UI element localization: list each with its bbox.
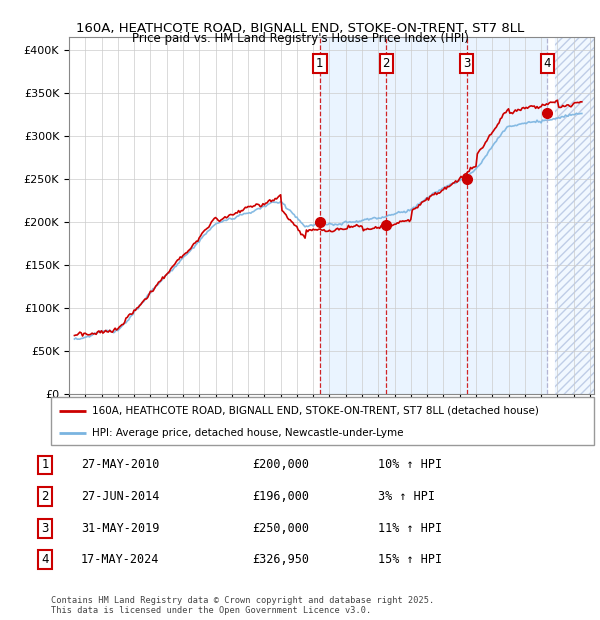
- Text: 3: 3: [463, 58, 470, 71]
- Text: HPI: Average price, detached house, Newcastle-under-Lyme: HPI: Average price, detached house, Newc…: [92, 428, 403, 438]
- Text: £196,000: £196,000: [252, 490, 309, 503]
- Bar: [554, 37, 594, 394]
- Text: 31-MAY-2019: 31-MAY-2019: [81, 522, 160, 534]
- Text: 160A, HEATHCOTE ROAD, BIGNALL END, STOKE-ON-TRENT, ST7 8LL (detached house): 160A, HEATHCOTE ROAD, BIGNALL END, STOKE…: [92, 405, 539, 416]
- Text: 3% ↑ HPI: 3% ↑ HPI: [378, 490, 435, 503]
- Bar: [554, 37, 594, 394]
- Text: 160A, HEATHCOTE ROAD, BIGNALL END, STOKE-ON-TRENT, ST7 8LL: 160A, HEATHCOTE ROAD, BIGNALL END, STOKE…: [76, 22, 524, 35]
- Text: £326,950: £326,950: [252, 554, 309, 566]
- Text: 1: 1: [41, 459, 49, 471]
- Text: 27-JUN-2014: 27-JUN-2014: [81, 490, 160, 503]
- Text: 2: 2: [41, 490, 49, 503]
- Text: 4: 4: [544, 58, 551, 71]
- Text: 27-MAY-2010: 27-MAY-2010: [81, 459, 160, 471]
- Text: 3: 3: [41, 522, 49, 534]
- Text: 2: 2: [383, 58, 390, 71]
- Bar: [320, 37, 547, 394]
- Text: £250,000: £250,000: [252, 522, 309, 534]
- Text: 4: 4: [41, 554, 49, 566]
- Text: 17-MAY-2024: 17-MAY-2024: [81, 554, 160, 566]
- Text: £200,000: £200,000: [252, 459, 309, 471]
- Text: 1: 1: [316, 58, 323, 71]
- Text: 15% ↑ HPI: 15% ↑ HPI: [378, 554, 442, 566]
- Text: Contains HM Land Registry data © Crown copyright and database right 2025.
This d: Contains HM Land Registry data © Crown c…: [51, 596, 434, 615]
- Text: 10% ↑ HPI: 10% ↑ HPI: [378, 459, 442, 471]
- Text: 11% ↑ HPI: 11% ↑ HPI: [378, 522, 442, 534]
- Text: Price paid vs. HM Land Registry's House Price Index (HPI): Price paid vs. HM Land Registry's House …: [131, 32, 469, 45]
